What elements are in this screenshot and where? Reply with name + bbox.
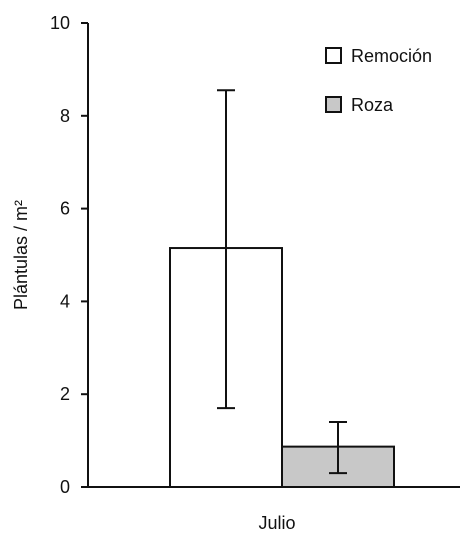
y-tick-label: 4 xyxy=(60,291,70,311)
legend-swatch-remocion xyxy=(325,47,342,64)
y-tick-label: 10 xyxy=(50,13,70,33)
y-tick-label: 6 xyxy=(60,199,70,219)
legend: Remoción Roza xyxy=(325,46,432,115)
y-tick-label: 0 xyxy=(60,477,70,497)
y-tick-label: 8 xyxy=(60,106,70,126)
legend-label-remocion: Remoción xyxy=(351,46,432,66)
bars-layer xyxy=(169,247,395,488)
x-category-label: Julio xyxy=(258,513,295,533)
legend-swatch-roza xyxy=(325,96,342,113)
error-bars-layer xyxy=(217,89,347,475)
y-axis-label: Plántulas / m² xyxy=(11,200,31,310)
axes-layer: 0 2 4 6 8 10 Plántulas / m² Julio xyxy=(11,13,460,533)
legend-label-roza: Roza xyxy=(351,95,394,115)
y-tick-label: 2 xyxy=(60,384,70,404)
